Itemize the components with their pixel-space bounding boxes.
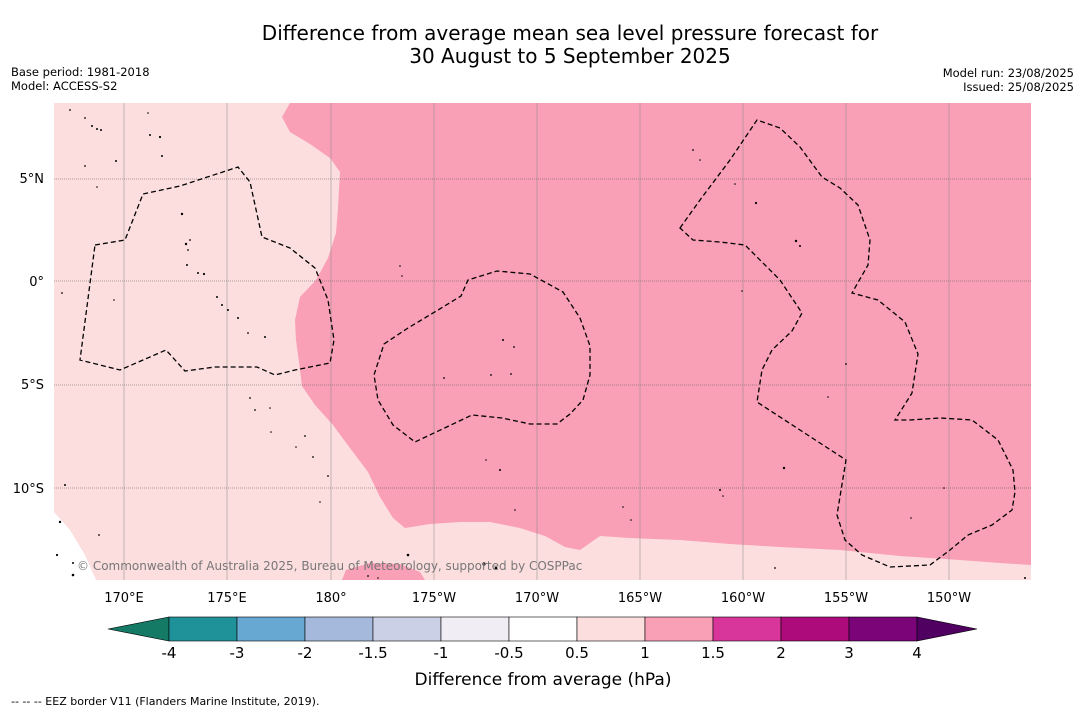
colorbar-swatch <box>168 616 238 642</box>
base-period: Base period: 1981-2018 <box>11 65 150 79</box>
colorbar-tick-label: -1.5 <box>358 644 387 662</box>
colorbar-tick-label: -1 <box>434 644 449 662</box>
colorbar-tick-label: -3 <box>230 644 245 662</box>
gridlines-meridians <box>123 103 950 580</box>
colorbar-swatch <box>372 616 442 642</box>
longitude-labels: 170°E 175°E 180° 175°W 170°W 165°W 160°W… <box>104 591 971 606</box>
lat-label-5s: 5°S <box>21 378 44 393</box>
colorbar-tick-label: -2 <box>298 644 313 662</box>
model-run: Model run: 23/08/2025 <box>942 66 1074 80</box>
latitude-labels: 5°N 0° 5°S 10°S <box>13 172 44 497</box>
colorbar-swatch <box>712 616 782 642</box>
anomaly-band-pink <box>282 103 1031 565</box>
lon-label-180: 180° <box>315 591 346 606</box>
lat-label-5n: 5°N <box>20 172 45 187</box>
colorbar-tick-label: -4 <box>162 644 177 662</box>
lat-label-0: 0° <box>29 275 44 290</box>
colorbar <box>107 616 978 642</box>
lon-label-160w: 160°W <box>721 591 765 606</box>
eez-kiribati-phoenix <box>373 270 591 443</box>
map-credit: © Commonwealth of Australia 2025, Bureau… <box>77 559 582 573</box>
colorbar-tick-label: 3 <box>844 644 854 662</box>
lon-label-170e: 170°E <box>104 591 144 606</box>
colorbar-swatch <box>508 616 578 642</box>
meta-right: Model run: 23/08/2025 Issued: 25/08/2025 <box>943 66 1074 94</box>
title-line-1: Difference from average mean sea level p… <box>261 21 879 45</box>
eez-kiribati-gilberts <box>79 166 335 376</box>
colorbar-title: Difference from average (hPa) <box>415 670 672 690</box>
map-panel: © Commonwealth of Australia 2025, Bureau… <box>54 103 1031 580</box>
eez-borders <box>79 119 1016 568</box>
lon-label-155w: 155°W <box>824 591 868 606</box>
anomaly-band-white <box>54 512 96 580</box>
anomaly-band-pink-patch <box>342 563 425 580</box>
colorbar-tick-label: 2 <box>776 644 786 662</box>
lon-label-175e: 175°E <box>207 591 247 606</box>
meta-left: Base period: 1981-2018 Model: ACCESS-S2 <box>11 65 150 93</box>
colorbar-tick-labels: -4 -3 -2 -1.5 -1 -0.5 0.5 1 1.5 2 3 4 <box>162 644 922 662</box>
colorbar-tick-label: 0.5 <box>565 644 589 662</box>
colorbar-swatch <box>576 616 646 642</box>
colorbar-swatch <box>644 616 714 642</box>
islands <box>55 109 1026 579</box>
lon-label-170w: 170°W <box>515 591 559 606</box>
lat-label-10s: 10°S <box>13 482 44 497</box>
colorbar-tick-label: 1.5 <box>701 644 725 662</box>
issued-date: Issued: 25/08/2025 <box>963 80 1074 94</box>
colorbar-tick-label: 1 <box>640 644 650 662</box>
colorbar-tick-label: -0.5 <box>494 644 523 662</box>
colorbar-extend-high <box>916 616 978 642</box>
lon-label-175w: 175°W <box>412 591 456 606</box>
colorbar-extend-low <box>107 616 170 642</box>
colorbar-swatch <box>780 616 850 642</box>
chart-title: Difference from average mean sea level p… <box>0 22 1085 68</box>
colorbar-swatch <box>440 616 510 642</box>
colorbar-swatch <box>848 616 918 642</box>
colorbar-tick-label: 4 <box>912 644 922 662</box>
colorbar-swatch <box>236 616 306 642</box>
eez-footnote: -- -- -- EEZ border V11 (Flanders Marine… <box>11 695 320 708</box>
lon-label-165w: 165°W <box>618 591 662 606</box>
eez-kiribati-line <box>679 119 1016 568</box>
lon-label-150w: 150°W <box>927 591 971 606</box>
colorbar-swatch <box>304 616 374 642</box>
title-line-2: 30 August to 5 September 2025 <box>409 44 731 68</box>
model-name: Model: ACCESS-S2 <box>11 79 118 93</box>
